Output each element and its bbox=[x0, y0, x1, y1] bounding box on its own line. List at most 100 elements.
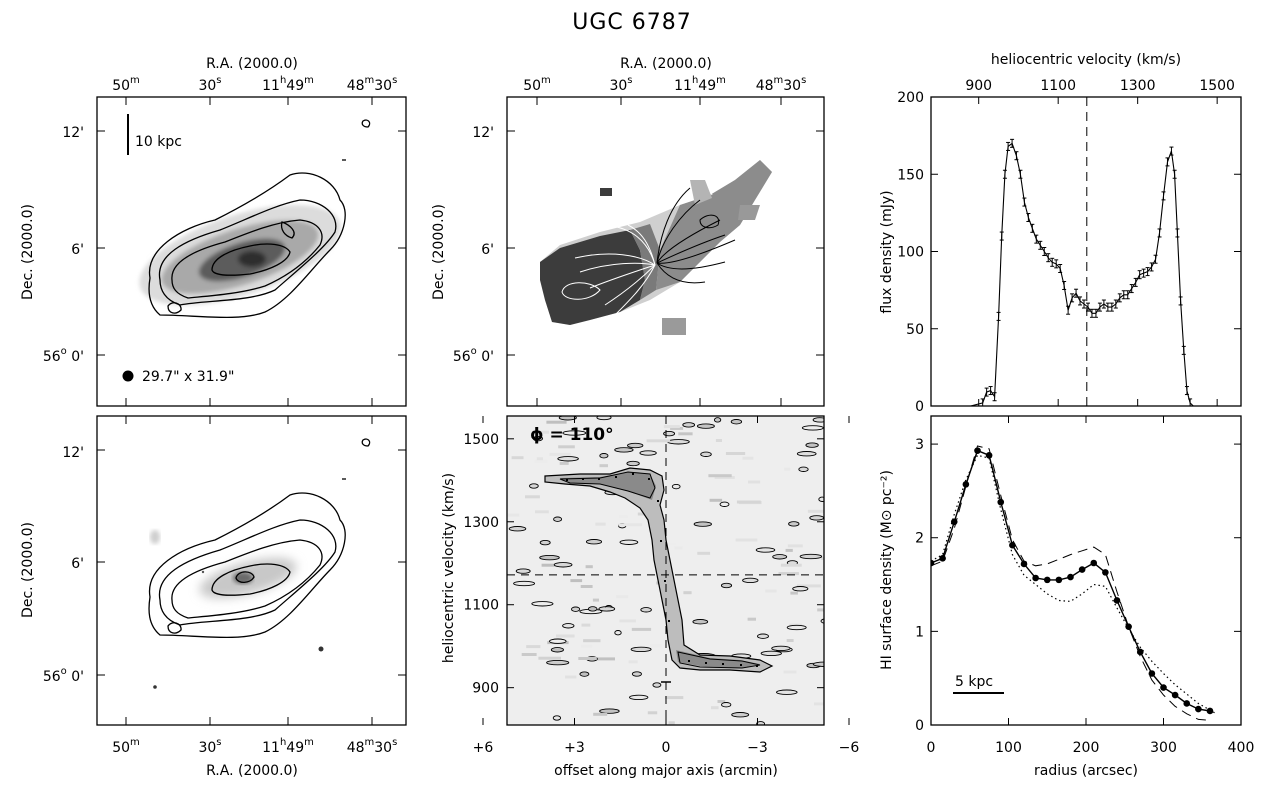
pv-y-tick-labels: 900 1100 1300 1500 bbox=[463, 432, 499, 697]
pv-noise-cell bbox=[772, 555, 787, 559]
ra-tick-label: 50m bbox=[112, 75, 140, 94]
surface-density-point bbox=[1055, 576, 1063, 584]
surface-density-x-tick-label: 400 bbox=[1228, 740, 1255, 756]
pv-noise-cell bbox=[787, 544, 803, 548]
pv-noise-cell bbox=[521, 653, 537, 656]
surface-density-point bbox=[1148, 670, 1156, 677]
pv-noise-cell bbox=[631, 647, 652, 651]
optical-ticks bbox=[97, 416, 406, 725]
surface-density-solid-line bbox=[931, 449, 1211, 712]
pv-noise-cell bbox=[731, 420, 742, 424]
pv-noise-cell bbox=[647, 711, 658, 715]
pv-noise-cell bbox=[697, 424, 715, 428]
pv-noise-cell bbox=[616, 595, 629, 599]
surface-density-x-tick-label: 300 bbox=[1150, 740, 1177, 756]
vf-dec-labels: 12' 6' 56o 0' bbox=[453, 125, 494, 365]
pv-noise-cell bbox=[639, 451, 657, 455]
dec-axis-label: Dec. (2000.0) bbox=[20, 204, 36, 300]
pv-noise-cell bbox=[797, 452, 817, 456]
pv-noise-cell bbox=[585, 565, 593, 569]
pv-noise-cell bbox=[714, 418, 721, 422]
profile-xlabel: heliocentric velocity (km/s) bbox=[991, 52, 1181, 68]
pv-noise-cell bbox=[578, 657, 597, 660]
pv-noise-cell bbox=[579, 672, 589, 676]
surface-density-point bbox=[1032, 574, 1039, 582]
pv-noise-cell bbox=[765, 589, 777, 593]
ra-tick-label: 50m bbox=[112, 737, 140, 756]
hi-map-dec-labels: 12' 6' 56o 0' bbox=[43, 125, 84, 365]
pv-x-tick-labels: +6 +3 0 −3 −6 bbox=[473, 740, 860, 756]
pv-noise-contour bbox=[508, 526, 527, 532]
surface-density-point bbox=[1113, 597, 1121, 604]
pv-noise-cell bbox=[557, 457, 579, 461]
pv-noise-contour bbox=[552, 715, 562, 721]
pv-x-tick-label: +6 bbox=[473, 740, 494, 756]
pv-noise-cell bbox=[776, 690, 798, 694]
surface-density-point bbox=[931, 559, 935, 567]
pv-noise-cell bbox=[570, 579, 583, 583]
pv-x-tick-label: 0 bbox=[662, 740, 671, 756]
surface-density-point bbox=[1136, 648, 1144, 656]
pv-noise-cell bbox=[735, 538, 758, 542]
pv-noise-cell bbox=[599, 709, 620, 713]
pv-noise-contour bbox=[721, 702, 732, 708]
pv-noise-cell bbox=[747, 617, 756, 621]
pv-noise-cell bbox=[529, 484, 539, 488]
pv-noise-cell bbox=[554, 563, 572, 567]
pv-noise-contour bbox=[571, 606, 581, 612]
pv-noise-cell bbox=[551, 648, 564, 652]
pv-noise-cell bbox=[646, 439, 671, 443]
surface-density-xlabel: radius (arcsec) bbox=[1034, 763, 1138, 779]
pv-noise-cell bbox=[549, 639, 567, 643]
panel-global-profile: 900 1100 1300 1500 0 50 100 150 200 heliocentri… bbox=[879, 52, 1242, 415]
pv-noise-contour bbox=[788, 521, 800, 527]
pv-noise-cell bbox=[539, 556, 560, 560]
surface-density-y-tick-label: 0 bbox=[915, 718, 924, 734]
pv-noise-contour bbox=[696, 423, 715, 429]
pv-noise-cell bbox=[667, 440, 690, 444]
pv-noise-cell bbox=[708, 474, 732, 478]
pv-noise-cell bbox=[618, 523, 643, 527]
pv-noise-contour bbox=[532, 435, 544, 442]
pv-noise-contour bbox=[756, 721, 766, 725]
pv-noise-cell bbox=[592, 598, 599, 602]
pv-noise-cell bbox=[580, 585, 593, 588]
surface-density-ylabel: HI surface density (M⊙ pc⁻²) bbox=[879, 470, 895, 670]
ra-tick-label: 30s bbox=[198, 737, 221, 756]
pv-noise-contour bbox=[550, 647, 564, 653]
ra-tick-label: 48m30s bbox=[347, 75, 398, 94]
panel-pv-diagram: ϕ = 110° 900 1100 1300 1500 +6 +3 0 −3 −6 helio… bbox=[441, 415, 859, 779]
beam-label: 29.7" x 31.9" bbox=[142, 369, 234, 385]
pv-noise-cell bbox=[627, 444, 643, 447]
ra-tick-label: 48m30s bbox=[347, 737, 398, 756]
pv-noise-cell bbox=[668, 721, 675, 725]
pv-noise-cell bbox=[678, 432, 693, 436]
dec-tick-label: 12' bbox=[62, 125, 84, 141]
pv-noise-cell bbox=[588, 607, 597, 611]
profile-x-tick-label: 900 bbox=[965, 78, 992, 94]
pv-noise-cell bbox=[571, 607, 580, 611]
pv-noise-contour bbox=[629, 694, 649, 701]
pv-noise-contour bbox=[671, 483, 681, 490]
ra-tick-label: 30s bbox=[198, 75, 221, 94]
pv-noise-cell bbox=[817, 608, 824, 612]
pv-noise-cell bbox=[558, 445, 575, 449]
optical-frame bbox=[96, 415, 407, 726]
surface-density-x-tick-label: 0 bbox=[927, 740, 936, 756]
pv-noise-contour bbox=[713, 417, 722, 423]
pv-noise-cell bbox=[694, 522, 712, 526]
pv-noise-cell bbox=[672, 485, 681, 489]
pv-noise-cell bbox=[579, 485, 594, 489]
pv-noise-cell bbox=[792, 587, 808, 591]
pv-noise-contour bbox=[539, 554, 560, 561]
pv-noise-contour bbox=[772, 554, 788, 560]
pv-noise-cell bbox=[583, 639, 601, 643]
pv-noise-cell bbox=[714, 476, 735, 479]
pv-noise bbox=[507, 416, 824, 725]
pv-noise-contour bbox=[682, 422, 696, 428]
pv-noise-cell bbox=[807, 509, 824, 513]
pv-noise-contour bbox=[693, 521, 712, 527]
dec-tick-label: 6' bbox=[71, 556, 84, 572]
pv-noise-cell bbox=[663, 425, 680, 429]
pv-noise-contour bbox=[562, 623, 575, 629]
